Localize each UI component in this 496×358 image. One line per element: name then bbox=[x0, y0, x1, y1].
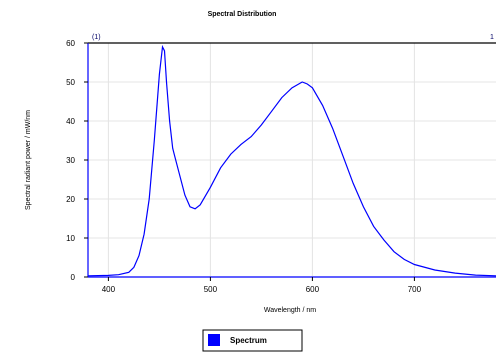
x-axis-title: Wavelength / nm bbox=[264, 307, 316, 314]
y-tick-label: 40 bbox=[66, 117, 75, 126]
gridlines bbox=[88, 43, 496, 277]
y-tick-label: 30 bbox=[66, 156, 75, 165]
top-marker-right: 1 bbox=[490, 34, 494, 41]
x-tick-label: 600 bbox=[306, 285, 320, 294]
x-tick-label: 400 bbox=[102, 285, 116, 294]
x-tick-label: 700 bbox=[408, 285, 422, 294]
axis-ticks: 400 500 600 700 0 10 20 30 40 50 60 bbox=[66, 39, 422, 294]
x-tick-label: 500 bbox=[204, 285, 218, 294]
y-tick-label: 20 bbox=[66, 195, 75, 204]
y-axis-title: Spectral radiant power / mW/nm bbox=[25, 110, 32, 210]
y-tick-label: 50 bbox=[66, 78, 75, 87]
legend-box bbox=[202, 329, 303, 352]
top-marker-left: (1) bbox=[92, 34, 101, 41]
legend: Spectrum bbox=[202, 329, 303, 352]
series-line-spectrum bbox=[87, 44, 496, 277]
chart-title: Spectral Distribution bbox=[208, 11, 277, 18]
y-tick-label: 60 bbox=[66, 39, 75, 48]
legend-swatch-spectrum bbox=[208, 334, 220, 346]
y-tick-label: 0 bbox=[71, 273, 76, 282]
y-tick-label: 10 bbox=[66, 234, 75, 243]
legend-label-spectrum: Spectrum bbox=[230, 336, 267, 345]
